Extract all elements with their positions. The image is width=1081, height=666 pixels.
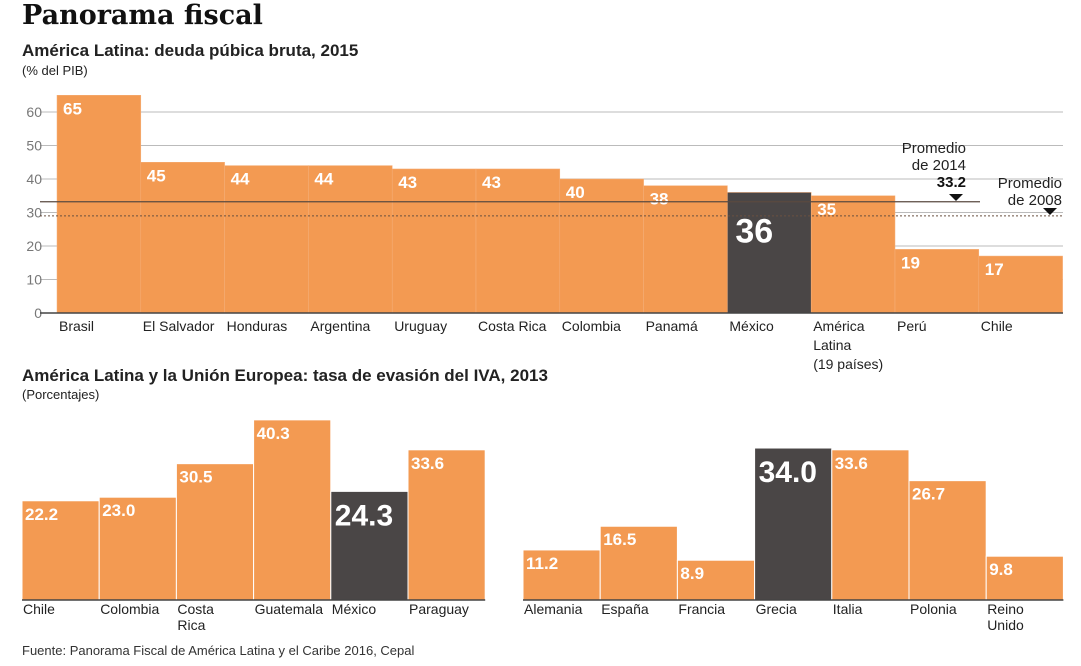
x-tick-label: Panamá (646, 318, 698, 334)
data-label: 33.6 (411, 454, 444, 473)
x-tick-label: Latina (813, 337, 851, 353)
bar (643, 185, 728, 314)
bar (330, 490, 409, 601)
x-tick-label: Colombia (100, 601, 159, 617)
x-tick-label: Grecia (756, 601, 797, 617)
x-tick-label: (19 países) (813, 356, 883, 372)
x-tick-label: Costa (177, 601, 214, 617)
data-label: 38 (650, 190, 669, 209)
bar (676, 559, 756, 601)
bar (754, 447, 833, 601)
data-label: 11.2 (526, 554, 558, 573)
data-label: 35 (817, 200, 836, 219)
bar (391, 168, 477, 314)
data-label: 43 (398, 173, 417, 192)
data-label: 44 (231, 170, 250, 189)
x-tick-label: Guatemala (255, 601, 324, 617)
x-tick-label: América (813, 318, 865, 334)
data-label: 16.5 (603, 530, 636, 549)
data-label: 34.0 (759, 456, 817, 489)
data-label: 65 (63, 99, 82, 118)
x-tick-label: Paraguay (409, 601, 469, 617)
chart2-unit: (Porcentajes) (22, 387, 100, 402)
x-tick-label: México (729, 318, 774, 334)
x-tick-label: Italia (833, 601, 863, 617)
y-tick-label: 40 (26, 171, 42, 187)
data-label: 8.9 (680, 564, 704, 583)
bar (894, 249, 980, 314)
marker-triangle-icon (1043, 208, 1057, 215)
chart1-title: América Latina: deuda púbica bruta, 2015 (22, 41, 359, 60)
x-tick-label: El Salvador (143, 318, 215, 334)
data-label: 9.8 (989, 560, 1013, 579)
x-tick-label: Honduras (227, 318, 288, 334)
data-label: 30.5 (179, 468, 212, 487)
y-tick-label: 30 (26, 205, 42, 221)
reference-label-2014: Promedio (902, 140, 966, 157)
reference-label-2008: Promedio (998, 175, 1062, 192)
chart1-unit: (% del PIB) (22, 63, 88, 78)
x-tick-label: Chile (981, 318, 1013, 334)
reference-label-2014: de 2014 (912, 157, 966, 174)
bar (175, 463, 255, 601)
x-tick-label: Costa Rica (478, 318, 547, 334)
bar (522, 549, 601, 601)
x-tick-label: Polonia (910, 601, 957, 617)
x-tick-label: Unido (987, 617, 1024, 633)
y-tick-label: 50 (26, 138, 42, 154)
x-tick-label: Uruguay (394, 318, 447, 334)
bar (810, 195, 896, 314)
reference-value-2014: 33.2 (937, 174, 966, 191)
data-label: 23.0 (102, 501, 135, 520)
data-label: 22.2 (25, 505, 58, 524)
data-label: 17 (985, 260, 1004, 279)
data-label: 36 (735, 212, 773, 250)
bar (908, 480, 987, 601)
bar (56, 95, 142, 314)
x-tick-label: Rica (177, 617, 205, 633)
x-tick-label: Alemania (524, 601, 583, 617)
x-tick-label: Argentina (310, 318, 370, 334)
x-tick-label: Colombia (562, 318, 621, 334)
y-tick-label: 60 (26, 104, 42, 120)
bar (727, 192, 812, 314)
data-label: 33.6 (835, 454, 868, 473)
data-label: 19 (901, 253, 920, 272)
y-tick-label: 0 (34, 305, 42, 321)
source-note: Fuente: Panorama Fiscal de América Latin… (22, 643, 415, 658)
bar (978, 255, 1063, 314)
bar (224, 165, 309, 314)
data-label: 45 (147, 166, 166, 185)
data-label: 40 (566, 183, 585, 202)
data-label: 24.3 (335, 499, 393, 532)
bar (475, 168, 561, 314)
x-tick-label: Perú (897, 318, 927, 334)
data-label: 26.7 (912, 485, 945, 504)
y-tick-label: 10 (26, 272, 42, 288)
data-label: 40.3 (257, 424, 290, 443)
chart2-title: América Latina y la Unión Europea: tasa … (22, 366, 548, 385)
page-title: Panorama fiscal (22, 0, 263, 31)
marker-triangle-icon (949, 194, 963, 201)
bar (308, 165, 393, 314)
bar (253, 419, 332, 601)
y-tick-label: 20 (26, 238, 42, 254)
x-tick-label: México (332, 601, 377, 617)
bar (599, 525, 678, 601)
x-tick-label: Brasil (59, 318, 94, 334)
data-label: 44 (314, 170, 333, 189)
bar (985, 555, 1064, 601)
x-tick-label: Reino (987, 601, 1024, 617)
x-tick-label: Francia (678, 601, 725, 617)
data-label: 43 (482, 173, 501, 192)
x-tick-label: Chile (23, 601, 55, 617)
x-tick-label: España (601, 601, 649, 617)
reference-label-2008: de 2008 (1008, 192, 1062, 209)
